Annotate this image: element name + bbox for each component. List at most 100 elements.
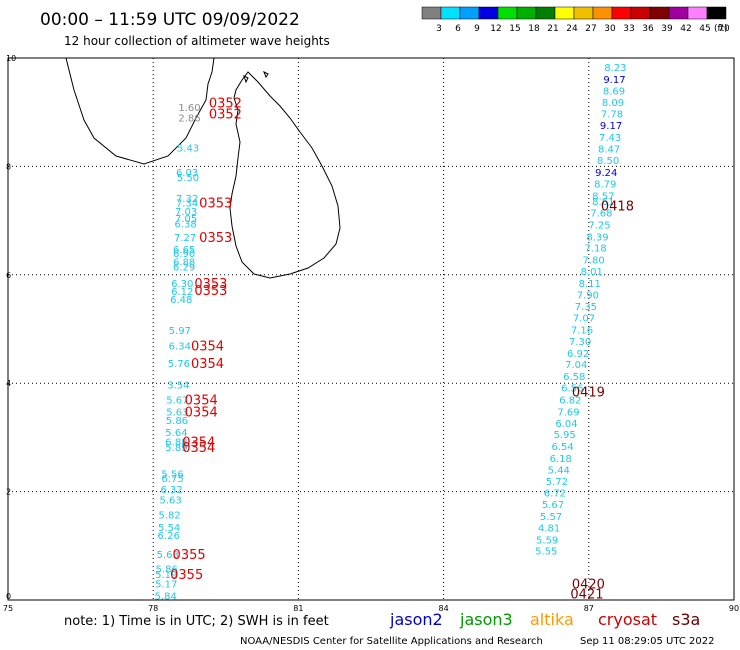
swh-label: 5.76 (168, 359, 190, 370)
colorbar-swatch (630, 6, 651, 20)
pass-time-label: 0421 (570, 587, 603, 602)
swh-label: 5.56 (161, 470, 183, 481)
swh-label: 4.81 (538, 523, 560, 534)
swh-label: 7.68 (590, 208, 612, 219)
swh-label: 6.48 (170, 295, 192, 306)
swh-label: 5.55 (535, 547, 557, 558)
island-marker-2 (263, 70, 269, 79)
swh-label: 5.63 (157, 550, 179, 561)
swh-label: 7.03 (175, 207, 197, 218)
swh-label: 8.61 (592, 197, 614, 208)
swh-label: 5.89 (165, 443, 187, 454)
colorbar-label: 36 (642, 24, 654, 34)
colorbar-label: 33 (623, 24, 634, 34)
colorbar-swatch (459, 6, 480, 20)
colorbar-swatch (497, 6, 518, 20)
swh-label: 5.63 (159, 496, 181, 507)
swh-label: 7.78 (601, 109, 623, 120)
swh-label: 6.56 (561, 384, 583, 395)
swh-label: 8.50 (597, 156, 619, 167)
swh-label: 5.43 (177, 143, 199, 154)
swh-label: 5.95 (553, 430, 575, 441)
x-tick-label: 75 (3, 604, 13, 613)
x-tick-label: 90 (729, 604, 739, 613)
colorbar-swatch (478, 6, 499, 20)
swh-label: 6.54 (552, 442, 574, 453)
pass-time-label: 0352 (209, 107, 242, 122)
swh-label: 5.86 (166, 416, 188, 427)
colorbar-label: 27 (585, 24, 596, 34)
y-tick-label: 4 (6, 379, 11, 388)
pass-time-label: 0354 (185, 405, 218, 420)
swh-label: 8.39 (586, 232, 608, 243)
pass-time-label: 0353 (194, 277, 227, 292)
pass-time-label: 0353 (194, 284, 227, 299)
swh-label: 6.88 (165, 438, 187, 449)
swh-label: 6.03 (176, 168, 198, 179)
colorbar-swatch (573, 6, 594, 20)
swh-label: 6.75 (161, 474, 183, 485)
swh-observations: 1.602.86 5.43 6.035.50 7.327.347.037.056.38… (155, 63, 627, 602)
swh-label: 6.58 (563, 372, 585, 383)
swh-label: 7.18 (584, 244, 606, 255)
swh-label: 6.29 (173, 263, 195, 274)
x-tick-label: 84 (439, 604, 449, 613)
swh-label: 7.05 (175, 214, 197, 225)
swh-label: 8.01 (581, 267, 603, 278)
colorbar-label: 45 (699, 24, 710, 34)
colorbar-unit: (ft) (714, 24, 728, 34)
swh-label: 5.72 (546, 477, 568, 488)
swh-label: 7.90 (577, 290, 599, 301)
x-tick-label: 78 (148, 604, 158, 613)
colorbar-swatch (649, 6, 670, 20)
satellite-legend: jason2 jason3 altika cryosat s3a (389, 610, 700, 629)
swh-label: 5.64 (165, 428, 187, 439)
legend-altika: altika (530, 610, 574, 629)
swh-label: 5.59 (536, 535, 558, 546)
swh-label: 5.17 (155, 580, 177, 591)
colorbar-label: 6 (455, 24, 461, 34)
chart-title: 00:00 – 11:59 UTC 09/09/2022 (40, 10, 300, 30)
y-tick-label: 2 (6, 488, 11, 497)
pass-time-label: 0352 (209, 96, 242, 111)
colorbar-swatch (611, 6, 632, 20)
swh-label: 8.09 (602, 98, 624, 109)
pass-time-label: 0354 (185, 393, 218, 408)
colorbar-swatch (535, 6, 556, 20)
swh-label: 5.84 (155, 592, 177, 603)
swh-label: 7.35 (575, 302, 597, 313)
colorbar-label: 21 (547, 24, 558, 34)
swh-label: 1.60 (178, 103, 200, 114)
swh-label: 6.34 (169, 341, 191, 352)
colorbar-label: 3 (436, 24, 442, 34)
swh-label: 5.97 (169, 326, 191, 337)
colorbar-swatch (516, 6, 537, 20)
swh-label: 6.92 (567, 349, 589, 360)
colorbar-label: 12 (490, 24, 501, 34)
colorbar-label: 39 (661, 24, 673, 34)
swh-label: 7.69 (557, 407, 579, 418)
x-tick-labels: 75 78 81 84 87 90 (3, 604, 739, 613)
swh-label: 9.17 (603, 75, 625, 86)
swh-label: 6.72 (544, 489, 566, 500)
swh-label: 5.67 (166, 395, 188, 406)
footer-timestamp: Sep 11 08:29:05 UTC 2022 (580, 636, 714, 647)
colorbar-label: 18 (528, 24, 540, 34)
pass-time-label: 0354 (191, 357, 224, 372)
swh-label: 3.54 (167, 380, 189, 391)
colorbar-label: 30 (604, 24, 616, 34)
swh-label: 9.17 (600, 121, 622, 132)
y-tick-label: 10 (6, 54, 16, 63)
swh-label: 8.11 (579, 279, 601, 290)
chart-subtitle: 12 hour collection of altimeter wave hei… (64, 34, 330, 48)
swh-label: 7.34 (176, 199, 198, 210)
pass-time-label: 0418 (601, 199, 634, 214)
y-tick-label: 6 (6, 271, 11, 280)
colorbar-label: 9 (474, 24, 480, 34)
pass-time-label: 0355 (173, 548, 206, 563)
swh-label: 7.27 (174, 233, 196, 244)
colorbar-label: 42 (680, 24, 691, 34)
swh-label: 8.69 (603, 87, 625, 98)
pass-time-label: 0353 (199, 197, 232, 212)
